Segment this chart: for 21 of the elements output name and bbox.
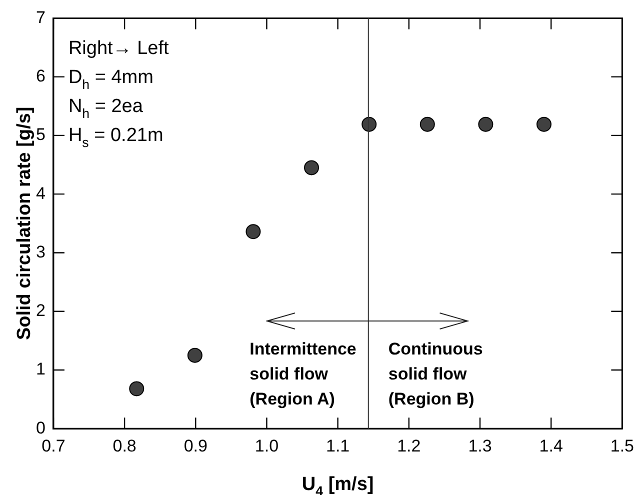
annotation: Intermittence solid flow (Region A) xyxy=(250,340,356,409)
x-tick-label: 1.4 xyxy=(539,436,563,456)
y-tick-label: 1 xyxy=(36,360,46,379)
annotation: Continuous solid flow (Region B) xyxy=(388,340,483,409)
x-tick-label: 1.5 xyxy=(610,436,634,456)
y-tick-label: 7 xyxy=(36,8,46,27)
y-tick-label: 4 xyxy=(36,184,46,203)
y-axis-title: Solid circulation rate [g/s] xyxy=(14,106,35,340)
x-tick-label: 1.3 xyxy=(468,436,492,456)
y-tick-label: 3 xyxy=(36,242,46,262)
x-tick-label: 1.2 xyxy=(397,436,421,456)
annotation: Right→ Left xyxy=(68,38,170,60)
x-tick-label: 1.1 xyxy=(326,436,350,456)
x-tick-label: 0.7 xyxy=(42,436,66,456)
x-tick-label: 1.0 xyxy=(254,436,279,456)
y-tick-label: 0 xyxy=(36,418,46,438)
x-tick-label: 0.8 xyxy=(112,436,136,456)
y-tick-label: 2 xyxy=(36,301,46,320)
x-tick-label: 0.9 xyxy=(184,436,208,456)
y-tick-label: 5 xyxy=(36,125,46,144)
y-tick-label: 6 xyxy=(36,66,46,86)
